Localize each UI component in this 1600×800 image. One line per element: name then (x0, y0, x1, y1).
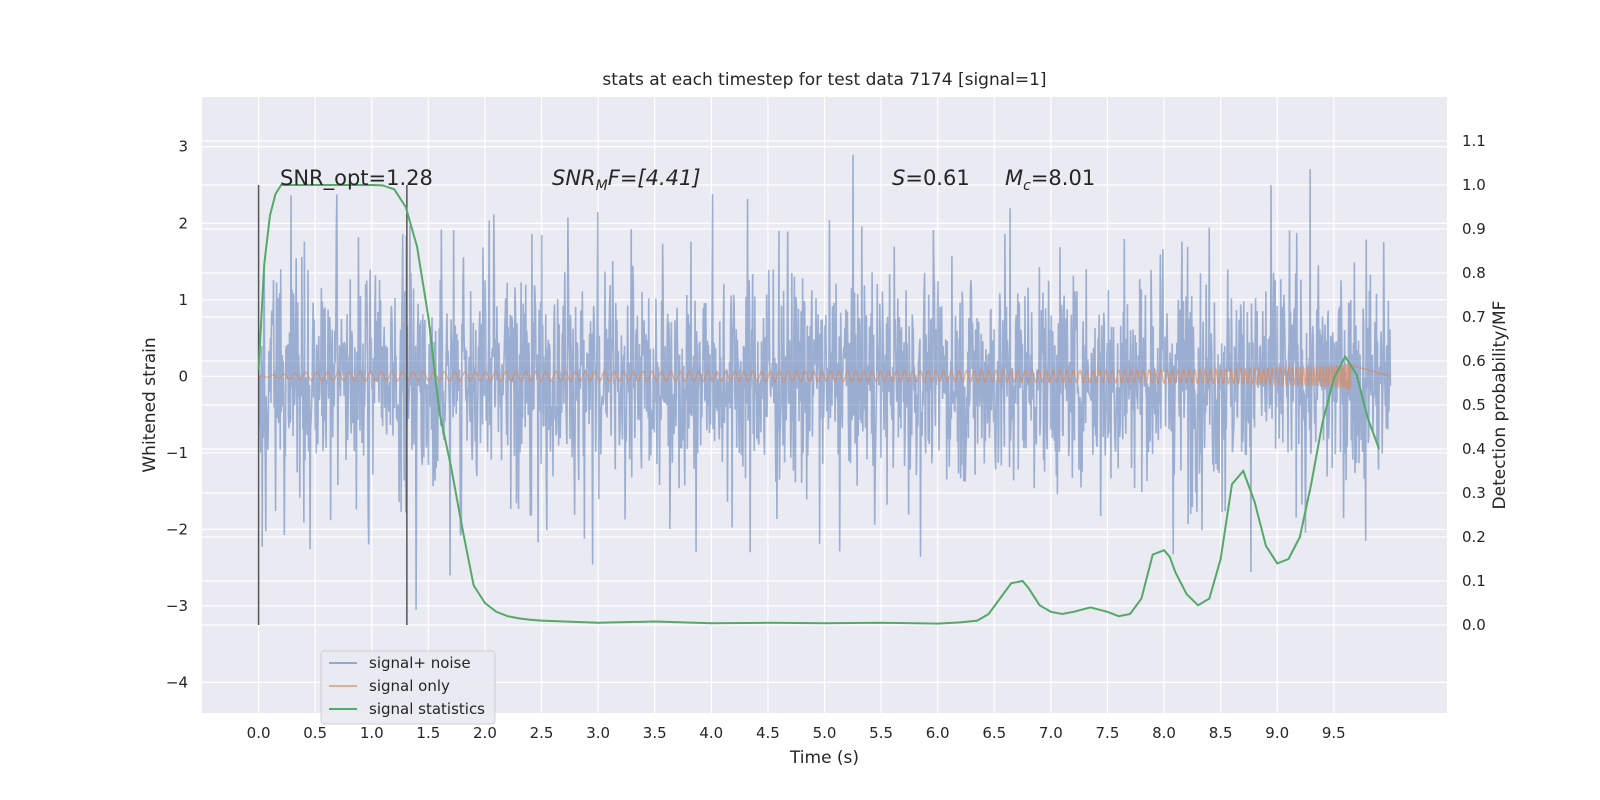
series-signal-noise (257, 154, 1392, 610)
x-tick-label: 2.0 (473, 724, 497, 742)
y2-tick-label: 0.9 (1462, 220, 1486, 238)
x-tick-label: 7.5 (1096, 724, 1120, 742)
x-tick-label: 6.5 (982, 724, 1006, 742)
y2-tick-label: 1.0 (1462, 176, 1486, 194)
legend-label-signal-noise: signal+ noise (369, 654, 471, 672)
annotation-s-value: =0.61 (905, 166, 969, 190)
annotation-snr-mf-sub: M (596, 178, 608, 194)
x-tick-label: 5.0 (813, 724, 837, 742)
x-tick-label: 9.5 (1322, 724, 1346, 742)
y-tick-label: −3 (166, 597, 188, 615)
x-tick-label: 6.0 (926, 724, 950, 742)
axes-layer: 0.0 0.5 1.0 1.5 2.0 2.5 3.0 3.5 4.0 4.5 5.0 5.5 6.0 6… (166, 132, 1486, 742)
series-signal-only (258, 361, 1391, 391)
annotation-s: S=0.61 (892, 166, 970, 190)
x-tick-label: 0.0 (247, 724, 271, 742)
y-axis-label: Whitened strain (140, 337, 160, 472)
legend-label-signal-only: signal only (369, 677, 450, 695)
y-tick-label: 2 (178, 214, 188, 232)
y-tick-label: 0 (178, 367, 188, 385)
x-tick-label: 7.0 (1039, 724, 1063, 742)
y2-tick-label: 0.5 (1462, 396, 1486, 414)
x-tick-label: 9.0 (1265, 724, 1289, 742)
y2-tick-label: 0.3 (1462, 484, 1486, 502)
y2-tick-label: 0.4 (1462, 440, 1486, 458)
annotation-s-prefix: S (892, 166, 905, 190)
y2-axis-label: Detection probability/MF (1490, 301, 1510, 510)
x-tick-label: 1.5 (416, 724, 440, 742)
annotation-mc-sub: c (1023, 178, 1031, 194)
annotation-snr-mf: SNRMF=[4.41] (552, 166, 701, 194)
series-layer (257, 154, 1392, 625)
x-tick-label: 8.5 (1209, 724, 1233, 742)
annotation-mc-value: =8.01 (1031, 166, 1095, 190)
annotation-snr-mf-prefix: SNR (552, 166, 596, 190)
x-tick-label: 8.0 (1152, 724, 1176, 742)
y-tick-label: −2 (166, 520, 188, 538)
y2-tick-label: 1.1 (1462, 132, 1486, 150)
annotation-snr-opt: SNR_opt=1.28 (280, 166, 433, 191)
annotation-snr-mf-value: F=[4.41] (608, 166, 701, 190)
x-tick-label: 4.0 (699, 724, 723, 742)
x-tick-label: 1.0 (360, 724, 384, 742)
y2-tick-label: 0.7 (1462, 308, 1486, 326)
legend-box (320, 650, 496, 725)
x-axis-label: Time (s) (789, 748, 859, 768)
y2-tick-label: 0.6 (1462, 352, 1486, 370)
y-tick-label: −4 (166, 673, 188, 691)
y2-tick-label: 0.1 (1462, 572, 1486, 590)
legend-label-signal-statistics: signal statistics (369, 700, 485, 718)
series-signal-statistics (257, 184, 1381, 625)
y-tick-label: 1 (178, 291, 188, 309)
y-tick-label: 3 (178, 138, 188, 156)
y-tick-label: −1 (166, 444, 188, 462)
annotation-mc: Mc=8.01 (1005, 166, 1095, 194)
x-tick-label: 0.5 (303, 724, 327, 742)
y2-tick-label: 0.0 (1462, 616, 1486, 634)
x-tick-label: 4.5 (756, 724, 780, 742)
y2-tick-label: 0.8 (1462, 264, 1486, 282)
x-tick-label: 3.0 (586, 724, 610, 742)
y2-tick-label: 0.2 (1462, 528, 1486, 546)
x-tick-label: 3.5 (643, 724, 667, 742)
annotation-mc-prefix: M (1005, 166, 1023, 190)
x-tick-label: 5.5 (869, 724, 893, 742)
legend: signal+ noise signal only signal statist… (320, 650, 496, 725)
x-tick-label: 2.5 (530, 724, 554, 742)
chart-title: stats at each timestep for test data 717… (602, 70, 1046, 90)
